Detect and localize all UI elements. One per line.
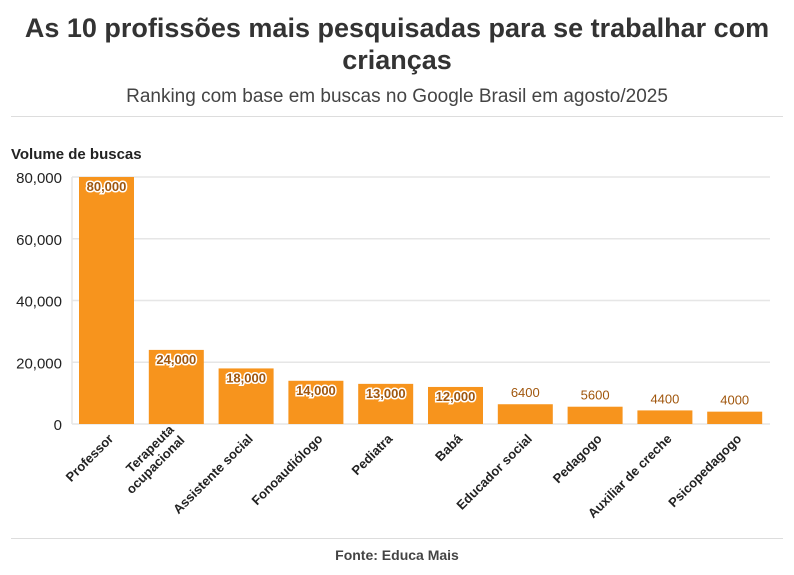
y-tick-label: 80,000 [16,170,62,187]
chart-title: As 10 profissões mais pesquisadas para s… [24,13,770,75]
bar [148,349,204,424]
x-tick-label: Pedagogo [550,431,605,486]
y-tick-label: 20,000 [16,355,62,372]
y-tick-label: 40,000 [16,294,62,311]
y-tick-label: 60,000 [16,232,62,249]
chart-subtitle: Ranking com base em buscas no Google Bra… [126,86,668,107]
x-tick-label: Terapeutaocupacional [113,421,188,496]
bar [288,380,344,424]
bar [567,406,623,424]
x-tick-label: Educador social [453,431,535,513]
data-label: 4000 [720,393,749,408]
x-tick-label-line: Babá [432,431,466,465]
top-divider [11,116,783,117]
data-label: 4400 [650,391,679,406]
data-label: 14,000 [296,383,336,398]
data-label: 6400 [511,385,540,400]
source-note: Fonte: Educa Mais [335,547,459,563]
x-tick-label-line: Pedagogo [550,431,605,486]
x-tick-label-line: Professor [63,431,117,485]
bar [637,410,693,424]
bar [428,386,483,424]
x-tick-label-line: Fonoaudiólogo [249,431,326,508]
bar [497,404,553,424]
y-axis-label: Volume de buscas [11,146,142,163]
data-label: 80,000 [87,179,127,194]
x-tick-label-line: Psicopedagogo [665,431,744,510]
x-tick-label: Pediatra [348,431,395,478]
data-label: 13,000 [366,386,406,401]
x-tick-label: Psicopedagogo [665,431,744,510]
x-tick-label-line: Educador social [453,431,535,513]
x-tick-label: Professor [63,431,117,485]
y-tick-label: 0 [54,417,62,434]
x-tick-label-line: Pediatra [348,431,395,478]
bar [358,383,414,424]
bar [79,177,134,424]
data-label: 12,000 [436,389,476,404]
bar [218,368,274,424]
bar [707,411,763,424]
x-tick-label: Fonoaudiólogo [249,431,326,508]
x-tick-label: Babá [432,431,466,465]
data-label: 5600 [581,388,610,403]
bottom-divider [11,538,783,539]
data-label: 24,000 [156,352,196,367]
data-label: 18,000 [226,370,266,385]
